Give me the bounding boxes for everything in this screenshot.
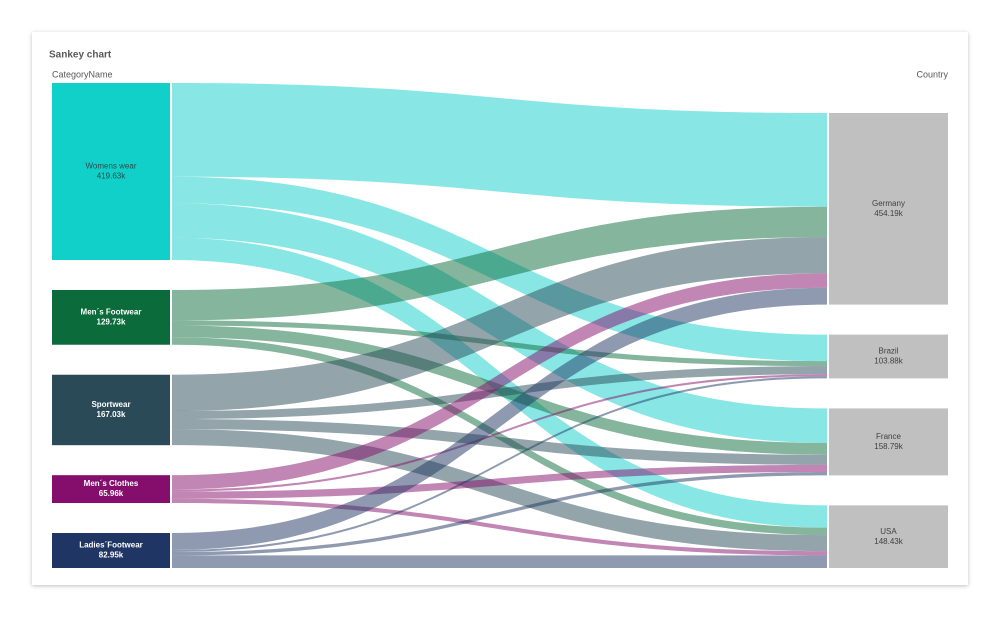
link (172, 206, 827, 321)
node-label: Men´s Footwear (81, 307, 142, 316)
links (172, 83, 827, 569)
link (172, 555, 827, 569)
source-axis-label: CategoryName (52, 69, 113, 79)
node-value-label: 103.88k (874, 357, 903, 366)
node-value-label: 65.96k (99, 489, 124, 498)
node (829, 334, 948, 379)
node (52, 475, 170, 504)
node-value-label: 167.03k (97, 410, 126, 419)
link (172, 472, 827, 556)
node (829, 113, 948, 305)
link (172, 83, 827, 207)
node-label: Germany (872, 199, 905, 208)
link (172, 498, 827, 556)
node (829, 408, 948, 476)
node-label: France (876, 432, 901, 441)
node-label: Brazil (878, 347, 898, 356)
target-axis-label: Country (916, 69, 948, 79)
node-label: Men´s Clothes (84, 479, 139, 488)
link (172, 429, 827, 552)
link (172, 464, 827, 499)
node-value-label: 419.63k (97, 172, 126, 181)
node-label: USA (880, 527, 897, 536)
link (172, 376, 827, 552)
node-value-label: 82.95k (99, 551, 124, 560)
node (52, 290, 170, 345)
node-value-label: 148.43k (874, 537, 903, 546)
node-value-label: 454.19k (874, 209, 903, 218)
node (829, 505, 948, 568)
node-value-label: 158.79k (874, 442, 903, 451)
node (52, 374, 170, 446)
node-label: Womens wear (86, 162, 137, 171)
chart-title: Sankey chart (49, 50, 112, 61)
node-label: Ladies´Footwear (79, 541, 143, 550)
link (172, 337, 827, 536)
link (172, 419, 827, 465)
link (172, 374, 827, 492)
link (172, 273, 827, 490)
node (52, 533, 170, 568)
link (172, 287, 827, 550)
node (52, 83, 170, 261)
node-label: Sportwear (91, 400, 130, 409)
link (172, 366, 827, 420)
node-value-label: 129.73k (97, 317, 126, 326)
link (172, 237, 827, 412)
link (172, 320, 827, 367)
